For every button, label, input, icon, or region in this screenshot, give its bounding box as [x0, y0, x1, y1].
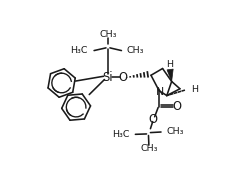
Text: N: N — [155, 87, 164, 97]
Text: H: H — [167, 60, 174, 69]
Text: H₃C: H₃C — [112, 130, 129, 139]
Text: O: O — [148, 113, 157, 126]
Text: CH₃: CH₃ — [167, 127, 184, 136]
Text: CH₃: CH₃ — [126, 46, 144, 55]
Text: O: O — [172, 100, 181, 113]
Text: Si: Si — [103, 71, 113, 84]
Text: O: O — [118, 71, 127, 84]
Polygon shape — [167, 69, 173, 81]
Text: H₃C: H₃C — [70, 46, 88, 55]
Text: CH₃: CH₃ — [141, 144, 158, 153]
Text: H: H — [191, 85, 198, 94]
Text: CH₃: CH₃ — [99, 30, 117, 39]
